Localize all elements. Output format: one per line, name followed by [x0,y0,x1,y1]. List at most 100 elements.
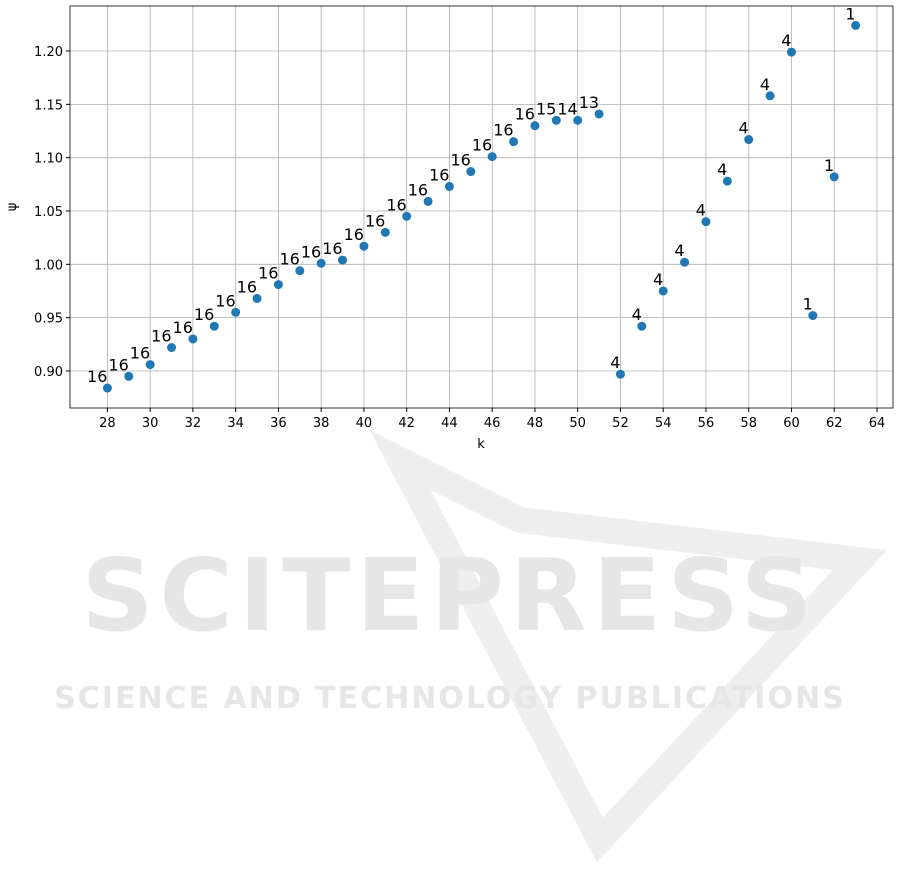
point [594,109,604,119]
point-annotation: 16 [258,264,278,283]
point [423,196,433,206]
point [102,383,112,393]
watermark-logo [369,430,887,863]
point-annotation: 4 [717,160,727,179]
point-annotation: 4 [610,353,620,372]
point [295,266,305,276]
point [701,217,711,227]
point [765,91,775,101]
point-annotation: 14 [557,99,577,118]
x-tick-label: 32 [185,416,202,431]
plot-frame [69,5,894,409]
point [851,20,861,30]
point [359,241,369,251]
point [744,135,754,145]
point [252,293,262,303]
point-annotation: 16 [130,344,150,363]
x-tick-label: 48 [527,416,544,431]
point [380,227,390,237]
y-tick-label: 1.20 [34,45,63,60]
point [124,371,134,381]
point-annotation: 16 [108,355,128,374]
point [680,257,690,267]
point [786,47,796,57]
point-annotation: 13 [579,93,599,112]
x-tick-label: 64 [869,416,886,431]
y-tick-label: 1.00 [34,258,63,273]
x-tick-label: 54 [655,416,672,431]
y-tick-label: 1.15 [34,98,63,113]
point-annotation: 4 [674,241,684,260]
x-axis-label: k [477,437,485,452]
x-tick-label: 28 [99,416,116,431]
y-tick-label: 1.05 [34,205,63,220]
point [209,321,219,331]
point [637,321,647,331]
point [722,176,732,186]
point [487,152,497,162]
point [808,311,818,321]
point-annotation: 15 [536,99,556,118]
x-tick-label: 50 [569,416,586,431]
x-tick-label: 42 [398,416,415,431]
point-annotation: 16 [173,318,193,337]
point [444,181,454,191]
point-annotation: 1 [803,295,813,314]
y-tick-label: 1.10 [34,152,63,167]
point-annotation: 16 [515,105,535,124]
y-axis-label: ψ [5,203,20,212]
point-annotation: 16 [194,305,214,324]
point-annotation: 16 [450,151,470,170]
point [509,137,519,147]
point-annotation: 16 [322,239,342,258]
x-tick-label: 52 [612,416,629,431]
point-annotation: 16 [87,367,107,386]
x-tick-label: 60 [783,416,800,431]
point [530,121,540,131]
point [316,258,326,268]
x-tick-label: 40 [356,416,373,431]
point-annotation: 16 [365,211,385,230]
point-annotation: 16 [429,165,449,184]
y-tick-label: 0.95 [34,312,63,327]
point [615,369,625,379]
point [573,115,583,125]
point-annotation: 16 [493,121,513,140]
point [466,167,476,177]
point-annotation: 16 [344,225,364,244]
point-annotation: 1 [845,4,855,23]
point-annotation: 4 [760,75,770,94]
point-annotation: 4 [653,270,663,289]
point-annotation: 16 [237,277,257,296]
x-tick-label: 34 [227,416,244,431]
point [167,343,177,353]
point-annotation: 4 [632,305,642,324]
point-annotation: 4 [696,201,706,220]
x-tick-label: 38 [313,416,330,431]
watermark-subtitle: SCIENCE AND TECHNOLOGY PUBLICATIONS [54,681,846,716]
x-tick-label: 58 [740,416,757,431]
point-annotation: 4 [781,31,791,50]
point-annotation: 16 [279,250,299,269]
point [188,334,198,344]
point-annotation: 1 [824,156,834,175]
y-tick-label: 0.90 [34,365,63,380]
point-annotation: 16 [301,242,321,261]
x-tick-label: 44 [441,416,458,431]
x-tick-label: 36 [270,416,287,431]
point [658,286,668,296]
point [551,115,561,125]
point [402,211,412,221]
point [829,172,839,182]
point-annotation: 16 [472,136,492,155]
point-annotation: 16 [151,327,171,346]
point [145,360,155,370]
x-tick-label: 62 [826,416,843,431]
point-annotation: 16 [215,291,235,310]
point-annotation: 16 [408,180,428,199]
point [338,255,348,265]
watermark-title: SCITEPRESS [81,537,818,654]
x-tick-label: 46 [484,416,501,431]
point-annotation: 4 [739,119,749,138]
